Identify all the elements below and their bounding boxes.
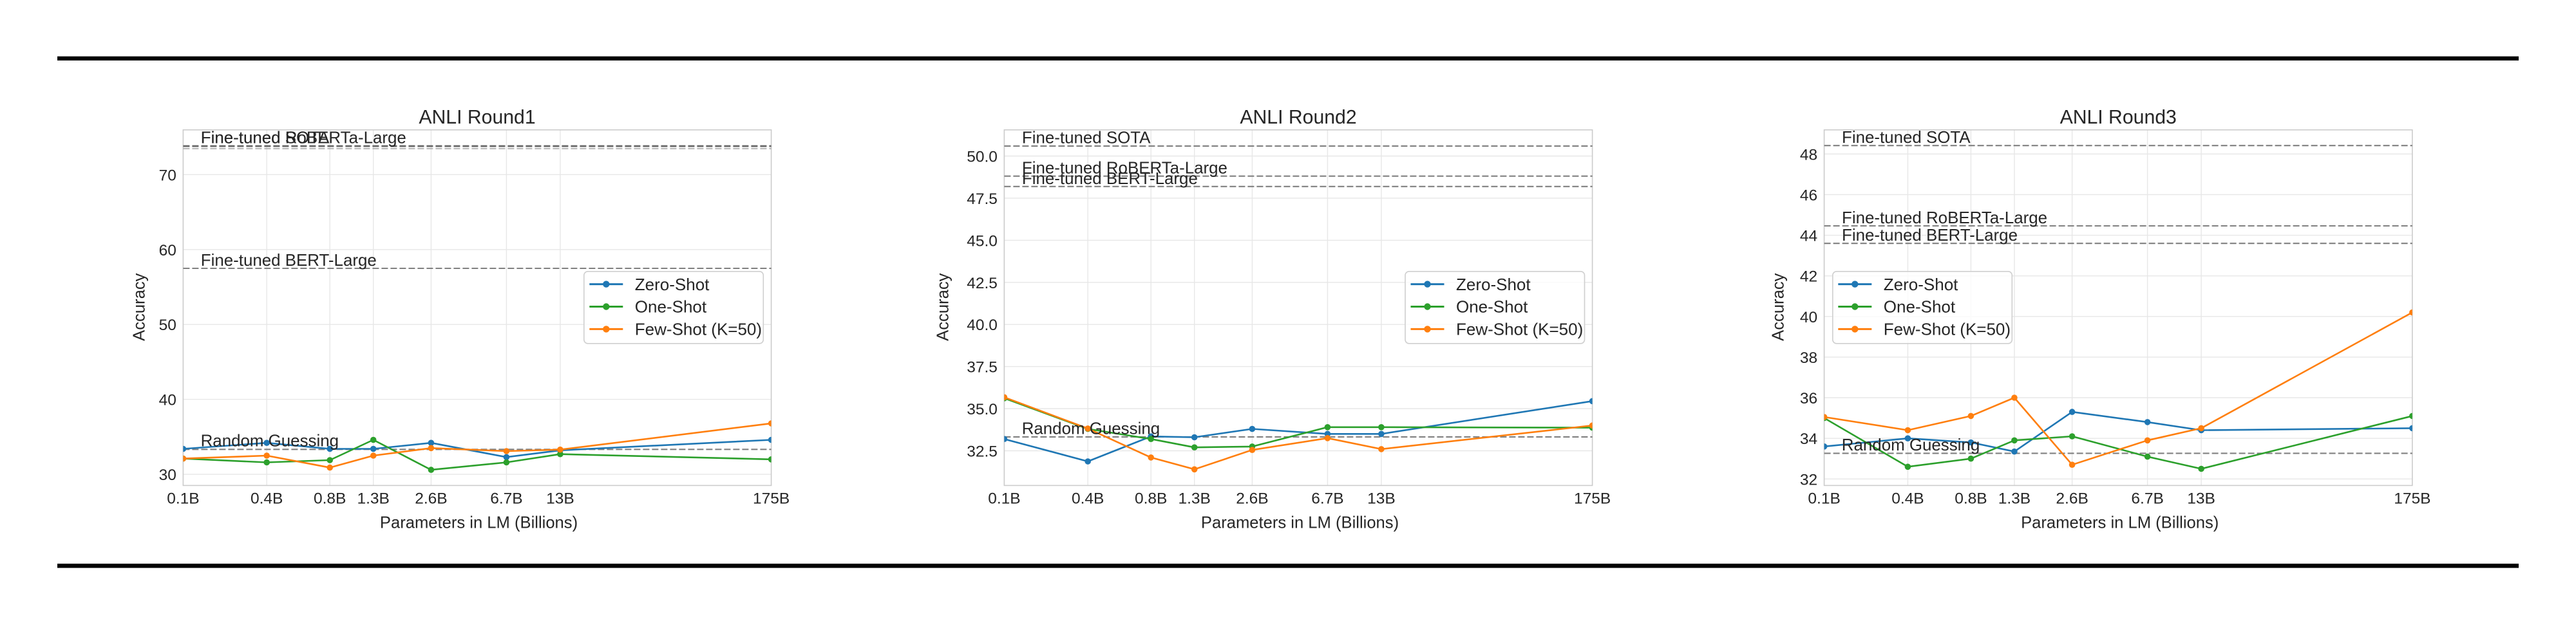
svg-text:175B: 175B (1574, 490, 1611, 508)
svg-text:0.1B: 0.1B (1808, 490, 1840, 508)
svg-text:32: 32 (1800, 471, 1817, 488)
svg-text:0.4B: 0.4B (1072, 490, 1104, 508)
svg-text:36: 36 (1800, 390, 1817, 407)
svg-text:Fine-tuned SOTA: Fine-tuned SOTA (201, 129, 330, 147)
svg-text:1.3B: 1.3B (357, 490, 389, 508)
svg-text:46: 46 (1800, 187, 1817, 204)
svg-text:47.5: 47.5 (967, 190, 998, 208)
svg-text:2.6B: 2.6B (2056, 490, 2088, 508)
svg-text:ANLI Round3: ANLI Round3 (2060, 107, 2177, 128)
svg-text:Zero-Shot: Zero-Shot (1884, 275, 1958, 294)
svg-text:Parameters in LM (Billions): Parameters in LM (Billions) (1201, 514, 1399, 532)
svg-text:42.5: 42.5 (967, 275, 998, 292)
svg-text:Accuracy: Accuracy (934, 273, 952, 340)
svg-text:38: 38 (1800, 349, 1817, 367)
svg-text:1.3B: 1.3B (1178, 490, 1210, 508)
svg-text:45.0: 45.0 (967, 232, 998, 250)
svg-text:Zero-Shot: Zero-Shot (1456, 275, 1531, 294)
svg-text:13B: 13B (1367, 490, 1396, 508)
svg-text:32.5: 32.5 (967, 443, 998, 461)
svg-text:Fine-tuned RoBERTa-Large: Fine-tuned RoBERTa-Large (1022, 160, 1227, 178)
svg-text:70: 70 (159, 167, 176, 184)
svg-text:175B: 175B (753, 490, 790, 508)
svg-text:2.6B: 2.6B (1236, 490, 1268, 508)
svg-text:ANLI Round2: ANLI Round2 (1240, 107, 1356, 128)
svg-text:Fine-tuned RoBERTa-Large: Fine-tuned RoBERTa-Large (201, 129, 406, 147)
svg-text:0.1B: 0.1B (167, 490, 199, 508)
svg-text:175B: 175B (2394, 490, 2430, 508)
svg-text:0.4B: 0.4B (1891, 490, 1924, 508)
svg-text:6.7B: 6.7B (1311, 490, 1343, 508)
svg-text:Parameters in LM (Billions): Parameters in LM (Billions) (2021, 514, 2219, 532)
svg-text:60: 60 (159, 242, 176, 259)
svg-text:50.0: 50.0 (967, 149, 998, 166)
svg-text:One-Shot: One-Shot (1884, 297, 1956, 317)
svg-text:13B: 13B (2187, 490, 2215, 508)
svg-text:One-Shot: One-Shot (635, 297, 707, 317)
svg-text:Accuracy: Accuracy (1770, 273, 1788, 340)
svg-text:Accuracy: Accuracy (131, 273, 149, 340)
svg-text:0.8B: 0.8B (314, 490, 346, 508)
svg-text:13B: 13B (546, 490, 574, 508)
svg-text:50: 50 (159, 317, 176, 334)
svg-text:Few-Shot (K=50): Few-Shot (K=50) (635, 320, 762, 339)
svg-text:40.0: 40.0 (967, 317, 998, 334)
svg-text:0.1B: 0.1B (988, 490, 1020, 508)
svg-text:40: 40 (1800, 309, 1817, 326)
svg-text:0.8B: 0.8B (1135, 490, 1167, 508)
svg-text:Random Guessing: Random Guessing (1842, 436, 1980, 454)
svg-text:Fine-tuned BERT-Large: Fine-tuned BERT-Large (1022, 170, 1198, 188)
svg-text:42: 42 (1800, 268, 1817, 286)
svg-text:30: 30 (159, 467, 176, 484)
svg-text:0.8B: 0.8B (1955, 490, 1987, 508)
svg-text:Few-Shot (K=50): Few-Shot (K=50) (1884, 320, 2011, 339)
svg-text:6.7B: 6.7B (2131, 490, 2163, 508)
svg-text:Zero-Shot: Zero-Shot (635, 275, 710, 294)
svg-text:Fine-tuned RoBERTa-Large: Fine-tuned RoBERTa-Large (1842, 209, 2047, 227)
svg-text:2.6B: 2.6B (415, 490, 447, 508)
svg-text:One-Shot: One-Shot (1456, 297, 1528, 317)
svg-text:37.5: 37.5 (967, 359, 998, 376)
svg-text:6.7B: 6.7B (490, 490, 522, 508)
svg-text:Random Guessing: Random Guessing (1022, 420, 1160, 438)
svg-text:34: 34 (1800, 431, 1817, 448)
svg-text:ANLI Round1: ANLI Round1 (419, 107, 535, 128)
svg-text:Parameters in LM (Billions): Parameters in LM (Billions) (380, 514, 578, 532)
svg-text:1.3B: 1.3B (1998, 490, 2031, 508)
svg-text:35.0: 35.0 (967, 401, 998, 418)
svg-text:Random Guessing: Random Guessing (201, 432, 339, 450)
svg-text:Fine-tuned BERT-Large: Fine-tuned BERT-Large (201, 252, 377, 270)
svg-text:Fine-tuned SOTA: Fine-tuned SOTA (1022, 129, 1151, 147)
svg-text:Few-Shot (K=50): Few-Shot (K=50) (1456, 320, 1583, 339)
svg-text:0.4B: 0.4B (251, 490, 283, 508)
svg-text:Fine-tuned BERT-Large: Fine-tuned BERT-Large (1842, 227, 2018, 245)
svg-text:44: 44 (1800, 228, 1817, 245)
svg-text:48: 48 (1800, 146, 1817, 163)
svg-text:Fine-tuned SOTA: Fine-tuned SOTA (1842, 129, 1971, 147)
svg-text:40: 40 (159, 392, 176, 409)
